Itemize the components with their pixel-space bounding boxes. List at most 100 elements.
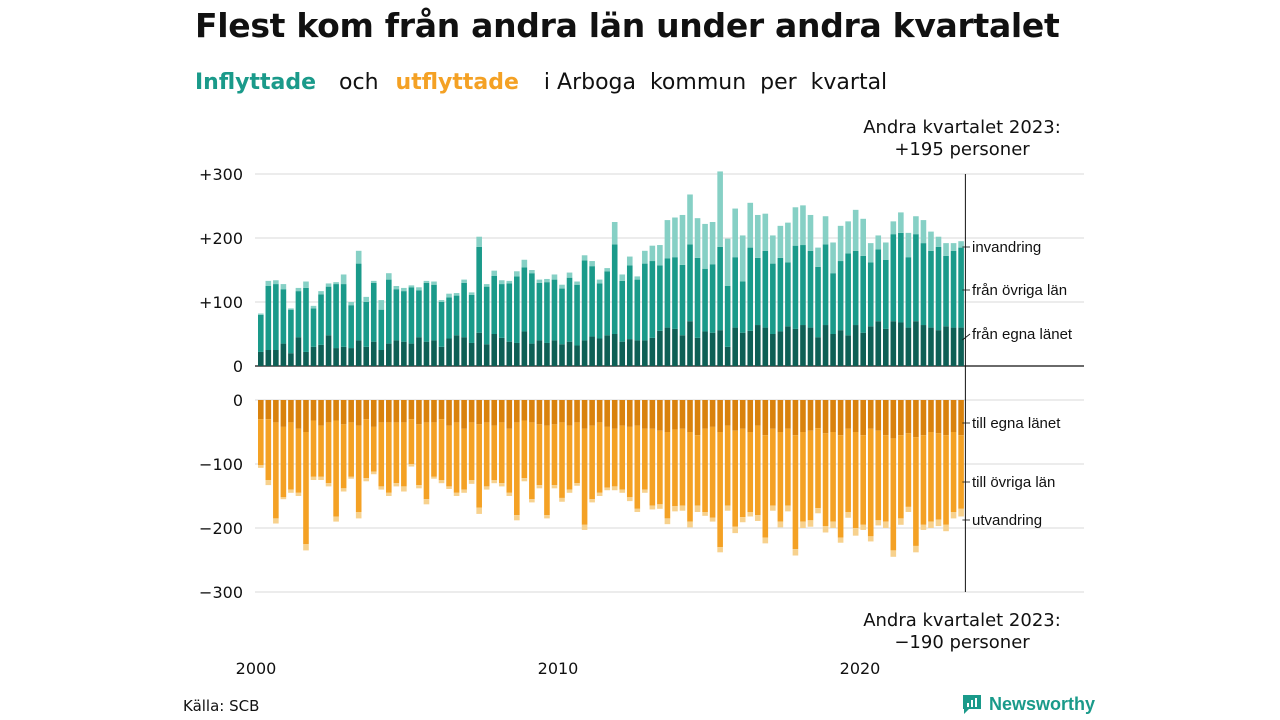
inflyttade-bars: [258, 171, 964, 366]
bar-out-other-counties: [416, 424, 422, 486]
bar-in-own-county: [370, 341, 377, 366]
bar-in-own-county: [694, 337, 701, 366]
bar-out-other-counties: [702, 428, 708, 512]
bar-in-immigration: [747, 202, 754, 248]
bar-in-other-counties: [589, 266, 595, 337]
bar-in-own-county: [340, 346, 347, 366]
bar-out-other-counties: [408, 419, 415, 464]
bar-out-other-counties: [950, 432, 957, 512]
bar-out-own-county: [476, 400, 482, 425]
bar-out-other-counties: [657, 430, 663, 505]
annotation-top-line1: Andra kvartalet 2023:: [863, 117, 1061, 138]
chart-labels: +300 +200 +100 0 0 −100 −200 −300 Andra kvartale…: [199, 117, 1073, 678]
bar-in-own-county: [325, 335, 332, 366]
bar-out-other-counties: [491, 425, 498, 480]
bar-out-own-county: [754, 400, 761, 426]
bar-out-emigration: [913, 545, 919, 553]
bar-out-emigration: [785, 505, 791, 512]
bar-in-own-county: [619, 341, 626, 366]
bar-out-other-counties: [943, 435, 949, 525]
bar-in-other-counties: [807, 250, 814, 328]
bar-in-immigration: [551, 274, 558, 280]
bar-out-other-counties: [724, 425, 731, 506]
bar-in-own-county: [687, 321, 693, 366]
bar-in-own-county: [604, 335, 610, 366]
bar-out-other-counties: [642, 428, 648, 490]
bar-in-own-county: [536, 340, 543, 366]
newsworthy-icon: [963, 695, 981, 714]
bar-out-other-counties: [867, 428, 874, 537]
bar-in-immigration: [581, 255, 588, 261]
top-y-tick-label: +100: [199, 293, 243, 312]
bar-out-other-counties: [438, 419, 445, 480]
bar-out-other-counties: [626, 426, 633, 498]
bar-in-own-county: [807, 327, 814, 366]
bar-out-other-counties: [882, 435, 889, 522]
bar-out-emigration: [657, 504, 663, 509]
bar-out-own-county: [626, 400, 633, 427]
bar-in-other-counties: [792, 245, 799, 329]
bar-out-own-county: [446, 400, 452, 426]
bar-out-own-county: [370, 400, 377, 427]
bar-out-other-counties: [370, 426, 377, 472]
bar-out-own-county: [340, 400, 347, 425]
bar-in-other-counties: [762, 250, 769, 328]
bar-out-other-counties: [634, 425, 641, 509]
bar-in-immigration: [709, 222, 716, 265]
bar-out-emigration: [890, 550, 897, 557]
bar-in-own-county: [875, 321, 882, 366]
bar-out-emigration: [777, 521, 784, 528]
bar-out-emigration: [800, 521, 806, 528]
bar-in-other-counties: [506, 283, 513, 342]
bar-out-other-counties: [807, 430, 814, 521]
bar-in-other-counties: [386, 279, 392, 344]
bar-out-emigration: [882, 521, 889, 528]
bar-in-immigration: [529, 270, 535, 274]
bar-in-immigration: [446, 293, 452, 298]
bar-out-emigration: [355, 512, 362, 519]
bar-in-immigration: [679, 214, 686, 265]
bar-out-own-county: [551, 400, 558, 425]
bar-in-other-counties: [837, 261, 844, 331]
bar-in-immigration: [649, 245, 656, 262]
bar-out-emigration: [898, 518, 904, 525]
bar-out-other-counties: [898, 435, 904, 519]
bar-in-other-counties: [340, 284, 347, 347]
bar-in-other-counties: [423, 282, 430, 342]
bar-out-emigration: [634, 508, 641, 512]
bar-out-emigration: [792, 549, 799, 556]
bar-in-other-counties: [596, 283, 603, 339]
bar-in-other-counties: [649, 261, 656, 338]
bar-out-other-counties: [679, 428, 686, 506]
bar-out-emigration: [762, 537, 769, 544]
bar-out-other-counties: [777, 432, 784, 522]
bar-out-emigration: [280, 497, 287, 500]
bar-out-emigration: [837, 537, 844, 543]
bar-in-immigration: [739, 235, 746, 282]
bar-out-own-county: [310, 400, 317, 421]
bar-out-emigration: [325, 483, 332, 487]
bar-in-immigration: [333, 282, 339, 285]
bar-in-own-county: [498, 337, 505, 366]
bar-in-immigration: [845, 221, 851, 254]
bar-in-other-counties: [581, 260, 588, 341]
bar-out-emigration: [310, 476, 317, 480]
bar-out-emigration: [649, 505, 656, 510]
bar-out-emigration: [611, 486, 618, 491]
bar-out-own-county: [664, 400, 671, 432]
bar-out-own-county: [822, 400, 829, 434]
subtitle-rest: i Arboga kommun per kvartal: [543, 70, 888, 95]
bar-in-own-county: [393, 340, 400, 366]
bar-out-own-county: [416, 400, 422, 425]
bar-in-immigration: [807, 214, 814, 251]
bar-out-other-counties: [340, 424, 347, 489]
bar-in-own-county: [333, 348, 339, 366]
bar-in-immigration: [265, 280, 272, 286]
bar-out-other-counties: [529, 422, 535, 500]
bar-in-other-counties: [845, 253, 851, 336]
bar-in-immigration: [694, 218, 701, 258]
bottom-series-label: till egna länet: [972, 415, 1061, 432]
bar-in-immigration: [258, 313, 264, 315]
x-tick-label: 2010: [538, 659, 579, 678]
bar-in-immigration: [950, 243, 957, 251]
